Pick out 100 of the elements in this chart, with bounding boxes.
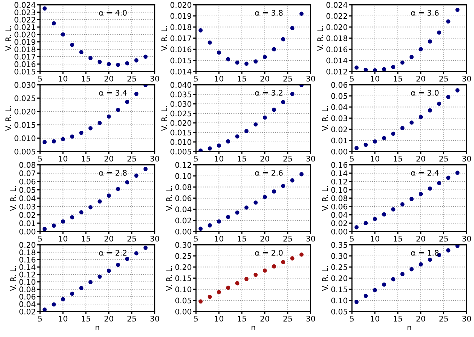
point [373, 288, 378, 292]
point [61, 297, 66, 302]
point [235, 134, 240, 139]
point [116, 62, 120, 68]
point [281, 260, 286, 264]
point [456, 170, 460, 176]
point [208, 294, 212, 300]
point [382, 67, 386, 72]
point [244, 206, 249, 210]
point [208, 40, 212, 45]
point [354, 225, 359, 230]
point [364, 68, 368, 72]
point [281, 184, 286, 188]
point [373, 140, 378, 144]
point [373, 217, 378, 222]
point [410, 120, 414, 125]
point [456, 245, 460, 248]
point [400, 272, 405, 276]
point [88, 280, 93, 285]
point [125, 180, 130, 185]
point [364, 221, 368, 226]
point [217, 220, 222, 224]
point [300, 252, 304, 257]
point [437, 102, 442, 106]
point [272, 190, 276, 194]
point [428, 108, 432, 113]
point [300, 172, 304, 177]
point [428, 40, 432, 44]
point [42, 6, 47, 11]
point [198, 148, 203, 152]
point [144, 54, 148, 59]
point [244, 277, 249, 282]
point [134, 58, 139, 63]
point [125, 61, 130, 66]
point [217, 290, 222, 294]
point [262, 55, 268, 60]
point [418, 192, 424, 196]
point [107, 114, 112, 119]
point [98, 60, 102, 64]
point [125, 100, 130, 104]
point [42, 140, 47, 144]
point [107, 194, 112, 198]
point [437, 30, 442, 35]
point [290, 256, 295, 261]
point [217, 144, 222, 148]
point [116, 262, 120, 268]
point [235, 60, 240, 65]
point [410, 267, 414, 272]
point [400, 202, 405, 207]
point [254, 122, 258, 127]
point [61, 220, 66, 224]
point [456, 88, 460, 93]
point [400, 126, 405, 130]
point [254, 200, 258, 205]
point [79, 210, 84, 215]
point [373, 68, 378, 72]
point [456, 8, 460, 12]
point [382, 212, 386, 217]
point [52, 140, 56, 144]
point [290, 92, 295, 96]
point [144, 167, 148, 172]
point [198, 300, 203, 304]
point [134, 174, 139, 178]
point [290, 26, 295, 30]
point [116, 187, 120, 192]
point [70, 292, 74, 296]
point [61, 137, 66, 142]
point [208, 146, 212, 151]
point [88, 126, 93, 131]
point [400, 60, 405, 65]
point [70, 42, 74, 48]
point [391, 65, 396, 70]
point [437, 181, 442, 186]
point [410, 197, 414, 202]
point [226, 215, 230, 220]
point [428, 186, 432, 191]
point [52, 224, 56, 228]
point [391, 277, 396, 282]
point [364, 294, 368, 298]
point [254, 272, 258, 278]
point [79, 130, 84, 136]
point [52, 21, 56, 26]
point [418, 262, 424, 267]
point [418, 47, 424, 52]
point [364, 142, 368, 148]
point [354, 146, 359, 150]
point [391, 132, 396, 136]
point [226, 57, 230, 62]
point [244, 62, 249, 66]
point [418, 115, 424, 120]
point [198, 226, 203, 232]
point [354, 300, 359, 304]
point [88, 56, 93, 60]
point [262, 116, 268, 120]
point [272, 47, 276, 52]
point [382, 136, 386, 140]
point [272, 108, 276, 112]
point [79, 50, 84, 55]
point [244, 129, 249, 134]
point [290, 178, 295, 183]
